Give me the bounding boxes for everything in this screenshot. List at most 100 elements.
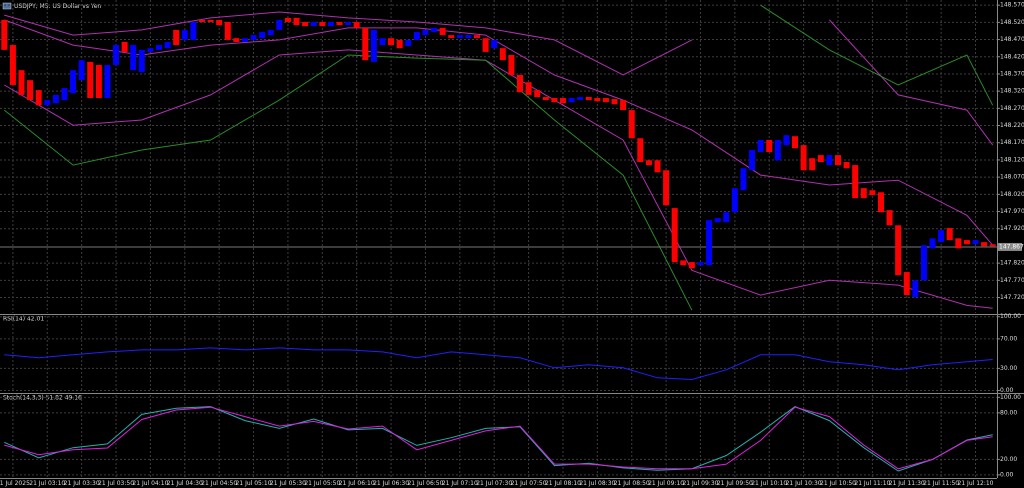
candle [766, 139, 773, 153]
candle [173, 29, 180, 46]
candle [843, 162, 850, 169]
y-tick-label: 148.270 [1000, 105, 1024, 112]
candle [869, 190, 876, 196]
candle [740, 168, 747, 191]
candle [783, 135, 790, 146]
candle [164, 41, 171, 49]
x-tick-label: 21 Jul 10:50 [820, 480, 856, 487]
candle [456, 35, 463, 39]
candle [130, 45, 137, 71]
candle [362, 27, 369, 61]
candle [800, 145, 807, 171]
x-tick-label: 21 Jul 09:50 [717, 480, 753, 487]
y-tick-label: 147.720 [1000, 294, 1024, 301]
candle [422, 29, 429, 36]
candle [345, 22, 352, 26]
candle [809, 158, 816, 171]
candle [61, 88, 68, 101]
candle [516, 74, 523, 93]
x-tick-label: 21 Jul 2025 [0, 480, 30, 487]
candle [138, 49, 145, 73]
y-tick-label: 100.00 [1000, 394, 1021, 401]
x-tick-label: 21 Jul 11:30 [889, 480, 925, 487]
candle [620, 100, 627, 111]
x-tick-label: 21 Jul 11:50 [923, 480, 959, 487]
candle [852, 165, 859, 199]
indicator-line [4, 11, 994, 146]
candle [688, 262, 695, 269]
y-tick-label: 148.220 [1000, 122, 1024, 129]
candle [18, 70, 25, 95]
candle [284, 17, 291, 23]
symbol-icon [2, 2, 12, 10]
candle [628, 110, 635, 139]
candle [413, 31, 420, 40]
candle [95, 65, 102, 99]
candle [723, 212, 730, 223]
chart-title: USDJPY, M5: US Dollar vs Yen [14, 3, 101, 10]
y-tick-label: 20.00 [1000, 456, 1017, 463]
x-tick-label: 21 Jul 05:50 [304, 480, 340, 487]
x-tick-label: 21 Jul 09:10 [648, 480, 684, 487]
candle [577, 96, 584, 101]
x-tick-label: 21 Jul 08:50 [614, 480, 650, 487]
candle [319, 22, 326, 27]
candle [207, 19, 214, 23]
candle [233, 38, 240, 42]
candle [147, 48, 154, 52]
x-tick-label: 21 Jul 06:10 [339, 480, 375, 487]
candle [542, 96, 549, 101]
candle [877, 192, 884, 213]
candle [611, 99, 618, 105]
y-tick-label: 148.520 [1000, 19, 1024, 26]
y-tick-label: 0.00 [1000, 471, 1014, 478]
candle [749, 149, 756, 171]
candle [327, 22, 334, 27]
candle [602, 98, 609, 103]
y-tick-label: 147.770 [1000, 277, 1024, 284]
x-tick-label: 21 Jul 11:10 [854, 480, 890, 487]
candle [525, 82, 532, 95]
candle [834, 155, 842, 166]
candle [568, 98, 575, 103]
y-tick-label: 148.170 [1000, 139, 1024, 146]
candle [963, 240, 970, 245]
candle [989, 244, 996, 247]
y-tick-label: 80.00 [1000, 409, 1017, 416]
candle [886, 210, 893, 226]
x-tick-label: 21 Jul 03:30 [64, 480, 100, 487]
candle [731, 188, 738, 213]
candle [250, 35, 257, 40]
candle [104, 65, 111, 99]
rsi-title: RSI(14) 42.01 [3, 316, 44, 323]
x-tick-label: 21 Jul 10:30 [786, 480, 822, 487]
x-tick-label: 21 Jul 07:30 [476, 480, 512, 487]
x-tick-label: 21 Jul 05:10 [236, 480, 272, 487]
candle [826, 155, 833, 166]
candle [912, 280, 919, 298]
candle [706, 220, 713, 266]
y-tick-label: 148.020 [1000, 191, 1024, 198]
candle [310, 22, 317, 27]
indicator-line [760, 4, 994, 106]
x-tick-label: 21 Jul 04:10 [132, 480, 168, 487]
y-tick-label: 30.00 [1000, 365, 1017, 372]
stoch-title: Stoch(14,3,3) 51.82 49.16 [3, 395, 82, 402]
candle [379, 38, 386, 46]
candle [70, 70, 77, 94]
candle [680, 260, 687, 266]
indicator-line [4, 406, 993, 472]
candle [654, 160, 661, 173]
candle [465, 35, 472, 39]
grid-layer [0, 0, 997, 478]
indicator-line [4, 19, 994, 246]
x-tick-label: 21 Jul 04:50 [201, 480, 237, 487]
y-tick-label: 148.070 [1000, 174, 1024, 181]
candle [370, 29, 377, 62]
x-tick-label: 21 Jul 06:30 [373, 480, 409, 487]
candle [534, 90, 541, 97]
candle [559, 98, 566, 104]
candle [920, 245, 927, 281]
